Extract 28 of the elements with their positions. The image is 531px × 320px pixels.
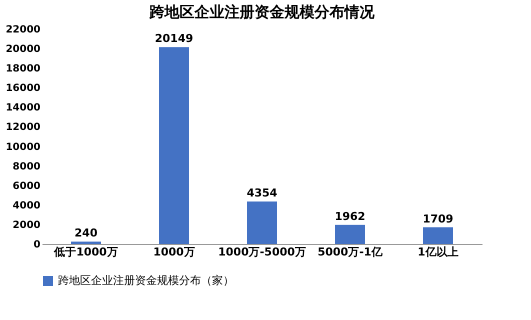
chart-title: 跨地区企业注册资金规模分布情况 — [148, 3, 376, 21]
data-label: 1709 — [422, 212, 454, 226]
y-tick-label: 22000 — [6, 24, 41, 36]
y-tick-label: 8000 — [12, 161, 41, 172]
y-tick-label: 0 — [34, 240, 41, 250]
y-tick-label: 16000 — [6, 83, 41, 94]
bar — [159, 47, 189, 244]
y-tick-label: 14000 — [6, 102, 41, 114]
data-label: 240 — [74, 226, 98, 240]
bar — [335, 224, 365, 244]
y-tick-label: 20000 — [6, 44, 41, 56]
y-tick-label: 18000 — [6, 64, 41, 75]
data-label: 4354 — [246, 186, 278, 200]
y-tick-label: 10000 — [6, 142, 41, 153]
bar — [423, 227, 453, 244]
y-tick-label: 2000 — [12, 220, 41, 231]
x-tick-label: 5000万-1亿 — [318, 246, 384, 258]
x-tick-label: 1亿以上 — [418, 246, 458, 258]
y-tick-label: 6000 — [12, 180, 41, 192]
bar — [247, 201, 277, 244]
x-tick-label: 低于1000万 — [53, 246, 118, 258]
y-tick-label: 4000 — [12, 200, 41, 212]
x-tick-label: 1000万 — [153, 246, 195, 258]
data-label: 1962 — [334, 210, 366, 223]
y-tick-label: 12000 — [6, 122, 41, 134]
legend-label: 跨地区企业注册资金规模分布（家） — [58, 274, 234, 287]
x-tick-label: 1000万-5000万 — [218, 246, 306, 258]
data-label: 20149 — [154, 32, 194, 46]
